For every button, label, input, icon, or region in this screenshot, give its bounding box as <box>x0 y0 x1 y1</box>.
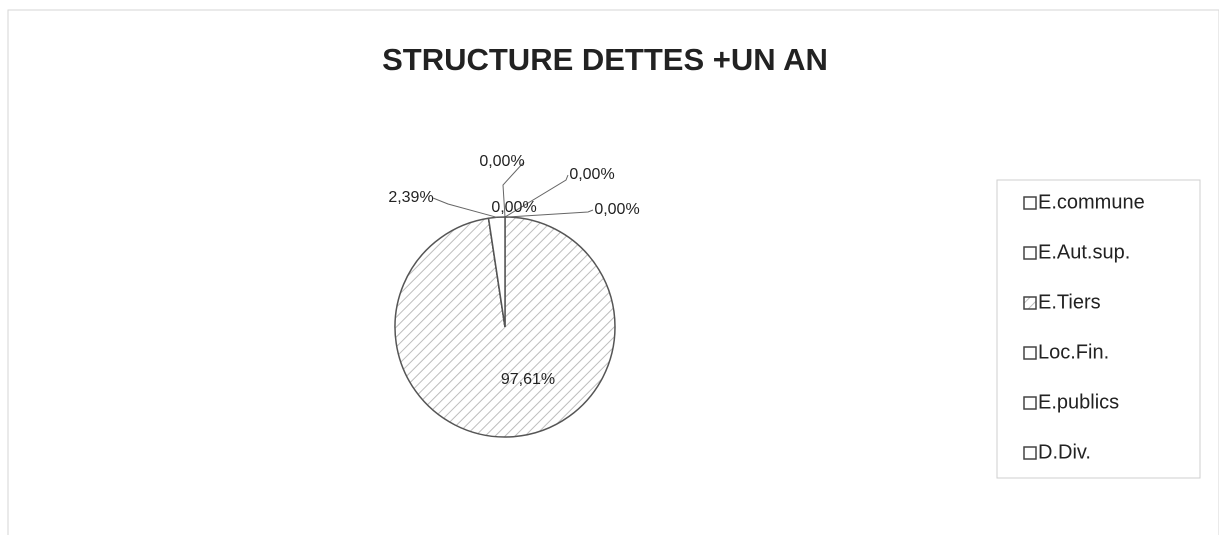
pie-slice <box>487 216 506 328</box>
legend-label: E.commune <box>1038 191 1145 213</box>
data-label: 2,39% <box>388 189 433 206</box>
legend-box <box>996 179 1201 479</box>
legend-swatch <box>1023 446 1037 460</box>
chart-title: STRUCTURE DETTES +UN AN <box>382 42 828 77</box>
leader-line <box>488 209 594 219</box>
legend-label: E.publics <box>1038 391 1119 413</box>
legend-swatch <box>1023 346 1037 360</box>
legend-label: E.Aut.sup. <box>1038 241 1130 263</box>
legend-swatch <box>1023 396 1037 410</box>
data-label: 0,00% <box>491 199 536 216</box>
leader-line <box>432 197 497 218</box>
data-label: 0,00% <box>479 153 524 170</box>
legend-label: Loc.Fin. <box>1038 341 1109 363</box>
data-label: 0,00% <box>594 201 639 218</box>
leader-line <box>502 161 525 218</box>
legend-swatch <box>1023 246 1037 260</box>
legend-swatch <box>1023 296 1037 310</box>
legend-label: D.Div. <box>1038 441 1091 463</box>
legend-swatch <box>1023 196 1037 210</box>
legend-label: E.Tiers <box>1038 291 1101 313</box>
leader-line <box>504 174 569 218</box>
data-label: 0,00% <box>569 166 614 183</box>
data-label: 97,61% <box>501 371 555 388</box>
